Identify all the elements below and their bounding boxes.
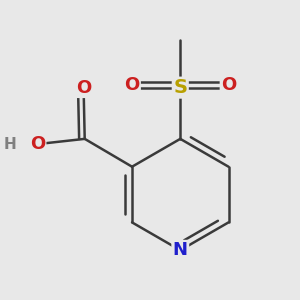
Text: H: H [3, 137, 16, 152]
Text: O: O [221, 76, 236, 94]
Text: N: N [173, 241, 188, 259]
Text: O: O [76, 79, 91, 97]
Text: S: S [173, 78, 187, 97]
Text: O: O [124, 76, 140, 94]
Text: O: O [30, 135, 45, 153]
